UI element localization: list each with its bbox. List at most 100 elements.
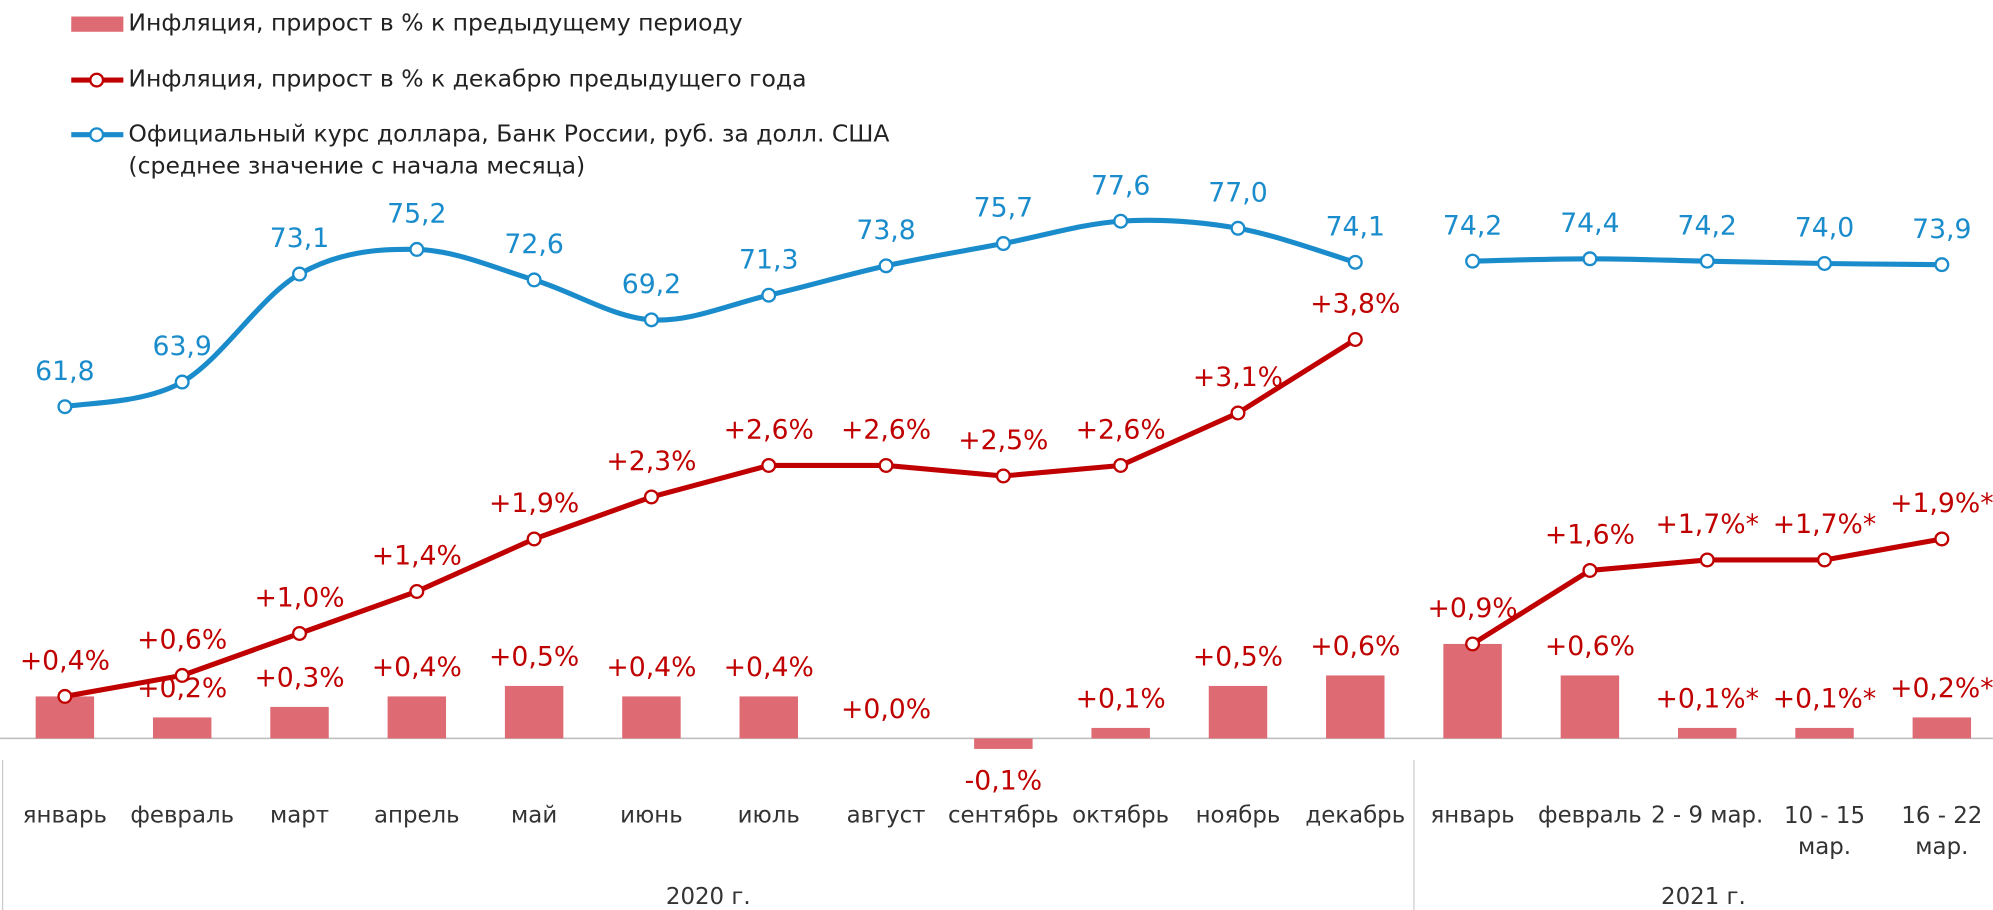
data-label: +0,0%	[841, 694, 931, 725]
data-label: +3,1%	[1193, 362, 1283, 393]
data-label: +0,5%	[1193, 641, 1283, 672]
x-tick-label: июнь	[620, 802, 683, 828]
legend-label: Официальный курс доллара, Банк России, р…	[128, 119, 889, 179]
data-label: +0,1%	[1076, 683, 1166, 714]
marker	[1934, 257, 1950, 273]
data-label: 75,2	[387, 199, 446, 230]
bar	[270, 706, 329, 739]
bar	[622, 696, 681, 739]
data-label: +0,5%	[489, 641, 579, 672]
x-tick-label: ноябрь	[1196, 802, 1281, 828]
data-label: +2,5%	[958, 425, 1048, 456]
x-tick-label: январь	[23, 802, 107, 828]
marker	[1699, 552, 1715, 568]
data-label: 71,3	[739, 244, 798, 275]
x-tick-label: сентябрь	[948, 802, 1059, 828]
data-label: +0,9%	[1428, 593, 1518, 624]
marker	[409, 241, 425, 257]
data-label: +2,6%	[841, 415, 931, 446]
data-label: 72,6	[504, 229, 563, 260]
marker	[1699, 253, 1715, 269]
marker	[1465, 253, 1481, 269]
x-tick-label: октябрь	[1072, 802, 1169, 828]
bar	[152, 717, 212, 739]
marker	[643, 312, 659, 328]
data-label: 74,1	[1326, 212, 1385, 243]
data-label: +1,6%	[1545, 520, 1635, 551]
marker	[526, 531, 542, 547]
group-label: 2021 г.	[1661, 884, 1746, 910]
x-tick-label: декабрь	[1305, 802, 1405, 828]
bar	[1443, 643, 1502, 739]
data-label: 63,9	[153, 331, 212, 362]
data-label: +0,1%*	[1773, 683, 1876, 714]
data-label: 74,4	[1560, 208, 1619, 239]
marker	[1347, 331, 1363, 347]
bar	[1091, 727, 1150, 739]
data-label: +0,3%	[254, 662, 344, 693]
data-label: -0,1%	[965, 765, 1042, 796]
data-label: +1,9%	[489, 488, 579, 519]
group-label: 2020 г.	[666, 884, 751, 910]
x-tick-label: 2 - 9 мар.	[1651, 802, 1763, 828]
data-label: +1,7%*	[1773, 509, 1876, 540]
bar	[1677, 727, 1737, 739]
data-label: +2,6%	[1076, 415, 1166, 446]
data-label: 73,1	[270, 223, 329, 254]
marker	[1465, 636, 1481, 652]
data-label: 77,0	[1208, 177, 1267, 208]
bar	[1208, 685, 1268, 739]
bar	[1560, 675, 1620, 739]
x-tick-label: август	[847, 802, 926, 828]
legend-swatch	[89, 127, 105, 143]
marker	[995, 468, 1011, 484]
data-label: +0,1%*	[1655, 683, 1758, 714]
marker	[1817, 255, 1833, 271]
bar	[974, 738, 1033, 749]
x-tick-label: 16 - 22 мар.	[1901, 802, 1982, 859]
x-tick-label: январь	[1431, 802, 1515, 828]
marker	[878, 258, 894, 274]
legend-swatch	[89, 72, 105, 88]
data-label: +1,4%	[372, 541, 462, 572]
data-label: 77,6	[1091, 170, 1150, 201]
marker	[292, 625, 308, 641]
marker	[1582, 251, 1598, 267]
marker	[1934, 531, 1950, 547]
data-label: +0,2%*	[1890, 673, 1993, 704]
data-label: +0,6%	[1310, 631, 1400, 662]
data-label: 75,7	[974, 193, 1033, 224]
marker	[57, 688, 73, 704]
x-tick-label: 10 - 15 мар.	[1784, 802, 1865, 859]
bar	[1326, 675, 1385, 739]
x-tick-label: апрель	[374, 802, 460, 828]
marker	[878, 457, 894, 473]
data-label: +0,4%	[724, 652, 814, 683]
marker	[1113, 213, 1129, 229]
x-tick-label: май	[511, 802, 557, 828]
marker	[526, 272, 542, 288]
data-label: +0,4%	[372, 652, 462, 683]
bar	[504, 685, 564, 739]
marker	[1230, 220, 1246, 236]
marker	[643, 489, 659, 505]
marker	[1817, 552, 1833, 568]
data-label: +0,4%	[606, 652, 696, 683]
data-label: +1,0%	[254, 583, 344, 614]
marker	[995, 236, 1011, 252]
marker	[1230, 405, 1246, 421]
data-label: +2,3%	[606, 446, 696, 477]
data-label: 61,8	[35, 356, 94, 387]
data-label: +0,4%	[20, 646, 110, 677]
marker	[292, 266, 308, 282]
data-label: +3,8%	[1310, 289, 1400, 320]
x-tick-label: февраль	[130, 802, 234, 828]
marker	[1113, 457, 1129, 473]
marker	[174, 374, 190, 390]
marker	[761, 287, 777, 303]
legend-label: Инфляция, прирост в % к декабрю предыдущ…	[128, 65, 806, 93]
data-label: 74,0	[1795, 213, 1854, 244]
data-label: 74,2	[1443, 210, 1502, 241]
data-label: +1,7%*	[1655, 509, 1758, 540]
